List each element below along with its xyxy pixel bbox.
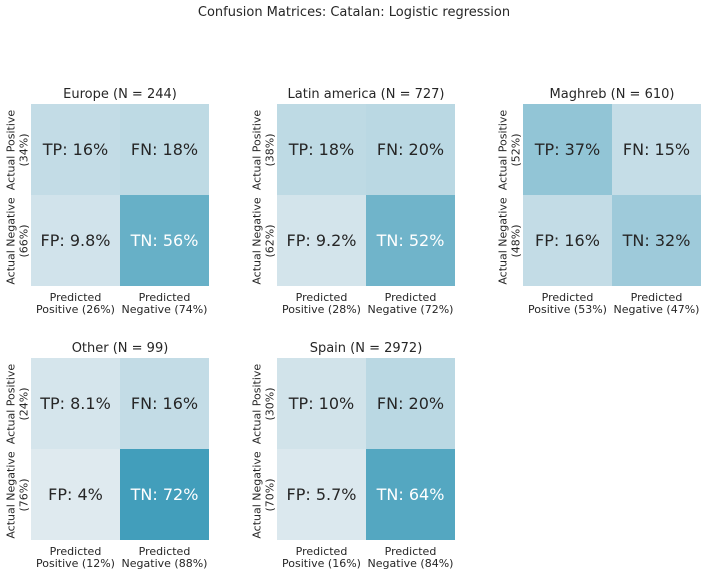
panel-title: Europe (N = 244) <box>63 87 177 102</box>
matrix-cell-tp: TP: 37% <box>523 104 612 195</box>
matrix-cell-tn: TN: 72% <box>120 449 209 540</box>
panel-title: Other (N = 99) <box>71 341 169 356</box>
matrix-cell-tn: TN: 64% <box>366 449 455 540</box>
matrix-cell-fp: FP: 5.7% <box>277 449 366 540</box>
panel-title: Latin america (N = 727) <box>287 87 445 102</box>
column-label: Predicted Negative (47%) <box>613 291 700 316</box>
row-label: Actual Positive (30%) <box>250 363 276 444</box>
column-label: Predicted Positive (12%) <box>36 545 115 570</box>
row-label: Actual Negative (62%) <box>250 196 276 285</box>
column-label: Predicted Positive (26%) <box>36 291 115 316</box>
figure-title: Confusion Matrices: Catalan: Logistic re… <box>197 5 511 20</box>
matrix-cell-fp: FP: 4% <box>31 449 120 540</box>
row-label: Actual Positive (34%) <box>4 109 30 190</box>
matrix-cell-tn: TN: 52% <box>366 195 455 286</box>
matrix-cell-tp: TP: 18% <box>277 104 366 195</box>
matrix-cell-tp: TP: 10% <box>277 358 366 449</box>
row-label: Actual Negative (76%) <box>4 450 30 539</box>
matrix-cell-tp: TP: 16% <box>31 104 120 195</box>
row-label: Actual Negative (70%) <box>250 450 276 539</box>
matrix-cell-tn: TN: 32% <box>612 195 701 286</box>
column-label: Predicted Negative (72%) <box>367 291 454 316</box>
matrix-cell-tp: TP: 8.1% <box>31 358 120 449</box>
row-label: Actual Positive (38%) <box>250 109 276 190</box>
row-label: Actual Negative (48%) <box>496 196 522 285</box>
column-label: Predicted Positive (16%) <box>282 545 361 570</box>
row-label: Actual Positive (24%) <box>4 363 30 444</box>
matrix-cell-fn: FN: 20% <box>366 358 455 449</box>
matrix-cell-fp: FP: 9.8% <box>31 195 120 286</box>
matrix-cell-fn: FN: 15% <box>612 104 701 195</box>
matrix-cell-fn: FN: 16% <box>120 358 209 449</box>
row-label: Actual Positive (52%) <box>496 109 522 190</box>
matrix-cell-tn: TN: 56% <box>120 195 209 286</box>
row-label: Actual Negative (66%) <box>4 196 30 285</box>
column-label: Predicted Negative (88%) <box>121 545 208 570</box>
panel-title: Spain (N = 2972) <box>309 341 423 356</box>
column-label: Predicted Positive (28%) <box>282 291 361 316</box>
column-label: Predicted Positive (53%) <box>528 291 607 316</box>
column-label: Predicted Negative (74%) <box>121 291 208 316</box>
matrix-cell-fp: FP: 16% <box>523 195 612 286</box>
column-label: Predicted Negative (84%) <box>367 545 454 570</box>
matrix-cell-fp: FP: 9.2% <box>277 195 366 286</box>
matrix-cell-fn: FN: 18% <box>120 104 209 195</box>
matrix-cell-fn: FN: 20% <box>366 104 455 195</box>
panel-title: Maghreb (N = 610) <box>549 87 675 102</box>
